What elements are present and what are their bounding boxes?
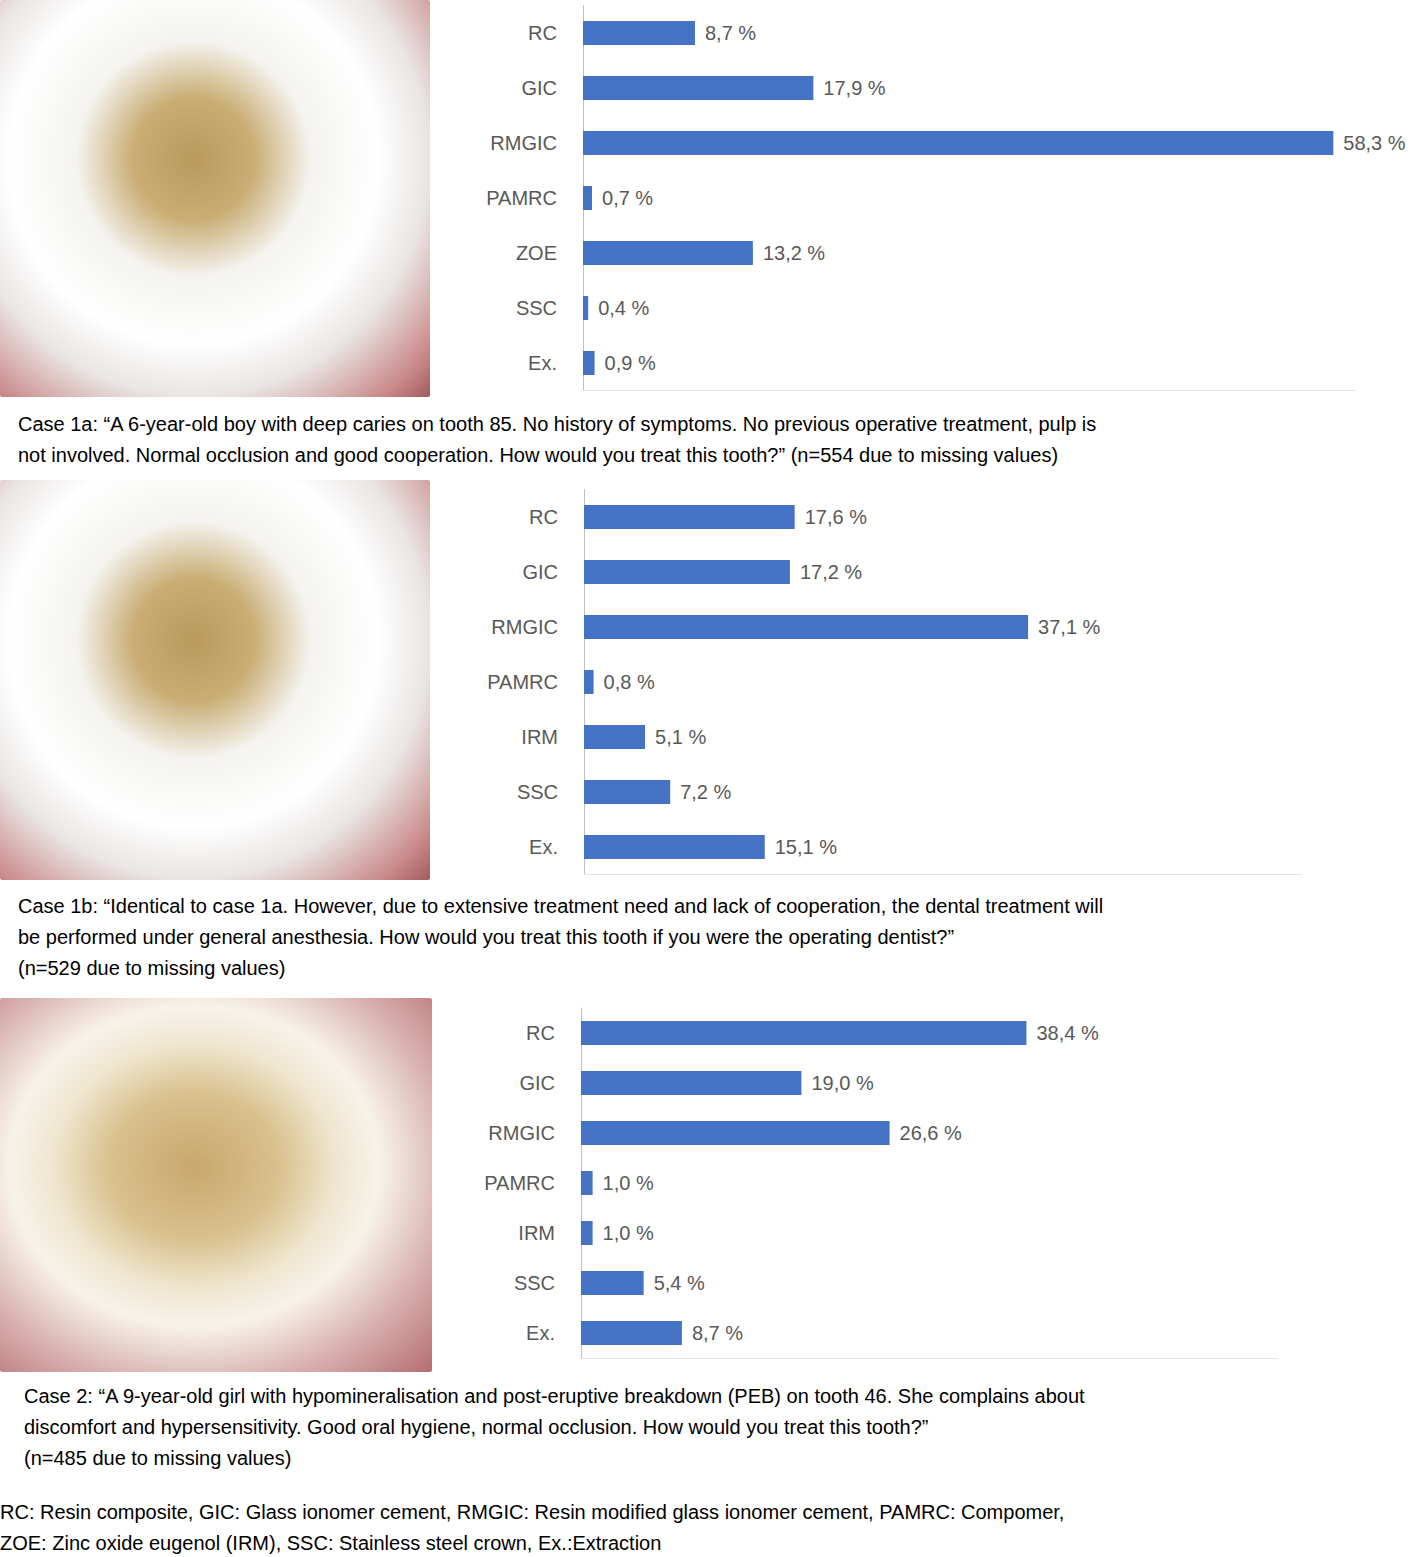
svg-text:RMGIC: RMGIC (490, 132, 557, 154)
svg-text:5,1 %: 5,1 % (655, 726, 706, 748)
html-text:Case 2: “A 9-year-old girl wit: Case 2: “A 9-year-old girl with hypomine… (24, 1385, 1085, 1407)
html-text:be performed under general ane: be performed under general anesthesia. H… (18, 926, 955, 948)
svg-text:26,6 %: 26,6 % (900, 1122, 962, 1144)
svg-text:38,4 %: 38,4 % (1036, 1022, 1098, 1044)
svg-text:37,1 %: 37,1 % (1038, 616, 1100, 638)
svg-text:8,7 %: 8,7 % (692, 1322, 743, 1344)
svg-text:0,9 %: 0,9 % (605, 352, 656, 374)
svg-text:1,0 %: 1,0 % (603, 1222, 654, 1244)
svg-text:IRM: IRM (518, 1222, 555, 1244)
svg-text:19,0 %: 19,0 % (811, 1072, 873, 1094)
svg-text:58,3 %: 58,3 % (1343, 132, 1405, 154)
svg-text:SSC: SSC (516, 297, 557, 319)
svg-text:Ex.: Ex. (526, 1322, 555, 1344)
html-text:Case 1b: “Identical to case 1a: Case 1b: “Identical to case 1a. However,… (18, 895, 1104, 917)
svg-text:13,2 %: 13,2 % (763, 242, 825, 264)
svg-text:SSC: SSC (517, 781, 558, 803)
svg-text:8,7 %: 8,7 % (705, 22, 756, 44)
svg-text:7,2 %: 7,2 % (680, 781, 731, 803)
html-text:(n=529 due to missing values): (n=529 due to missing values) (18, 957, 286, 979)
svg-text:RC: RC (526, 1022, 555, 1044)
svg-text:5,4 %: 5,4 % (654, 1272, 705, 1294)
svg-text:RMGIC: RMGIC (491, 616, 558, 638)
svg-text:0,7 %: 0,7 % (602, 187, 653, 209)
svg-text:IRM: IRM (521, 726, 558, 748)
svg-text:PAMRC: PAMRC (486, 187, 557, 209)
svg-text:GIC: GIC (522, 561, 558, 583)
svg-text:17,9 %: 17,9 % (823, 77, 885, 99)
html-text:RC: Resin composite, GIC: Glas: RC: Resin composite, GIC: Glass ionomer … (0, 1501, 1065, 1523)
html-text:not involved. Normal occlusion: not involved. Normal occlusion and good … (18, 444, 1058, 466)
svg-text:GIC: GIC (519, 1072, 555, 1094)
html-text:(n=485 due to missing values): (n=485 due to missing values) (24, 1447, 292, 1469)
svg-text:0,4 %: 0,4 % (598, 297, 649, 319)
svg-text:RC: RC (529, 506, 558, 528)
html-text:Case 1a: “A 6-year-old boy wit: Case 1a: “A 6-year-old boy with deep car… (18, 413, 1097, 435)
svg-text:17,2 %: 17,2 % (800, 561, 862, 583)
svg-text:ZOE: ZOE (516, 242, 557, 264)
svg-text:Ex.: Ex. (528, 352, 557, 374)
svg-text:17,6 %: 17,6 % (805, 506, 867, 528)
svg-text:PAMRC: PAMRC (487, 671, 558, 693)
svg-text:Ex.: Ex. (529, 836, 558, 858)
svg-text:RMGIC: RMGIC (488, 1122, 555, 1144)
svg-text:SSC: SSC (514, 1272, 555, 1294)
html-text:discomfort and hypersensitivit: discomfort and hypersensitivity. Good or… (24, 1416, 929, 1438)
svg-text:PAMRC: PAMRC (484, 1172, 555, 1194)
svg-text:RC: RC (528, 22, 557, 44)
svg-text:0,8 %: 0,8 % (604, 671, 655, 693)
svg-text:1,0 %: 1,0 % (603, 1172, 654, 1194)
svg-text:15,1 %: 15,1 % (775, 836, 837, 858)
html-text:ZOE: Zinc oxide eugenol (IRM),: ZOE: Zinc oxide eugenol (IRM), SSC: Stai… (0, 1532, 662, 1554)
svg-text:GIC: GIC (521, 77, 557, 99)
